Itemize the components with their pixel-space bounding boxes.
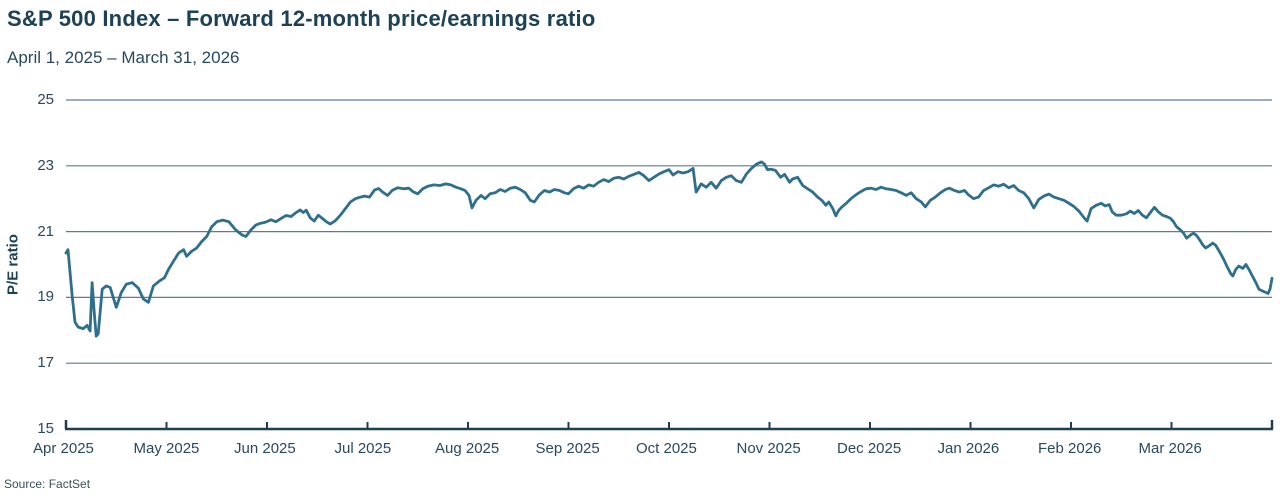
y-tick-label-15: 15 [37, 420, 54, 437]
x-tick-label-Oct-2025: Oct 2025 [636, 440, 697, 457]
x-tick-label-Mar-2026: Mar 2026 [1138, 440, 1202, 457]
x-tick-label-Sep-2025: Sep 2025 [535, 440, 600, 457]
y-tick-label-23: 23 [37, 156, 54, 174]
x-tick-label-Jan-2026: Jan 2026 [937, 440, 1000, 457]
x-tick-label-Feb-2026: Feb 2026 [1038, 440, 1102, 457]
y-tick-label-21: 21 [37, 222, 54, 240]
chart-subtitle: April 1, 2025 – March 31, 2026 [7, 48, 240, 67]
y-tick-label-25: 25 [37, 91, 54, 108]
x-tick-label-Jun-2025: Jun 2025 [234, 440, 296, 457]
y-tick-label-19: 19 [37, 288, 54, 306]
chart-title: S&P 500 Index – Forward 12-month price/e… [7, 6, 596, 31]
x-tick-label-May-2025: May 2025 [133, 440, 200, 457]
source-note: Source: FactSet [4, 477, 91, 491]
pe-ratio-line-series [64, 160, 1274, 338]
x-tick-label-Jul-2025: Jul 2025 [334, 440, 392, 457]
x-tick-label-Aug-2025: Aug 2025 [435, 440, 500, 457]
y-tick-label-17: 17 [37, 354, 54, 372]
x-tick-label-Apr-2025: Apr 2025 [33, 440, 94, 457]
x-tick-label-Dec-2025: Dec 2025 [837, 440, 902, 457]
x-tick-label-Nov-2025: Nov 2025 [736, 440, 801, 457]
